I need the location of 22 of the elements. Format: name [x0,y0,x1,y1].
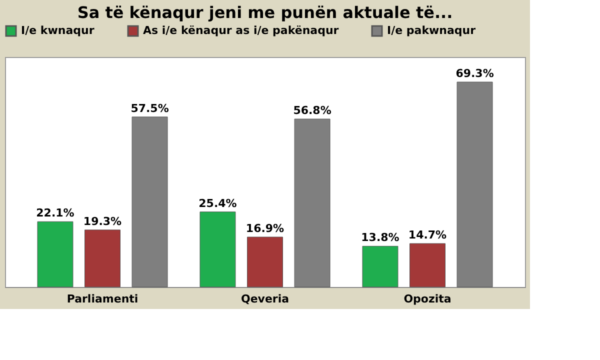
bar [200,212,236,288]
legend-label: As i/e kënaqur as i/e pakënaqur [143,24,340,37]
x-tick-label: Parliamenti [66,292,138,306]
data-label: 56.8% [293,104,332,117]
data-label: 22.1% [36,206,74,220]
legend-label: I/e pakwnaqur [387,24,476,37]
data-label: 69.3% [456,67,494,80]
data-label: 16.9% [246,222,284,236]
bar [410,243,446,288]
bar [84,230,120,288]
data-label: 19.3% [83,214,122,228]
bar [247,236,283,288]
chart-title: Sa të kënaqur jeni me punën aktuale të... [77,3,453,22]
x-tick-label: Qeveria [240,292,290,306]
bar [362,246,398,288]
bar [37,221,74,288]
data-label: 25.4% [198,196,237,210]
data-label: 13.8% [361,231,400,244]
legend-label: I/e kwnaqur [21,24,95,37]
data-label: 57.5% [130,102,169,115]
data-label: 14.7% [408,228,447,242]
x-tick-label: Opozita [404,292,452,306]
